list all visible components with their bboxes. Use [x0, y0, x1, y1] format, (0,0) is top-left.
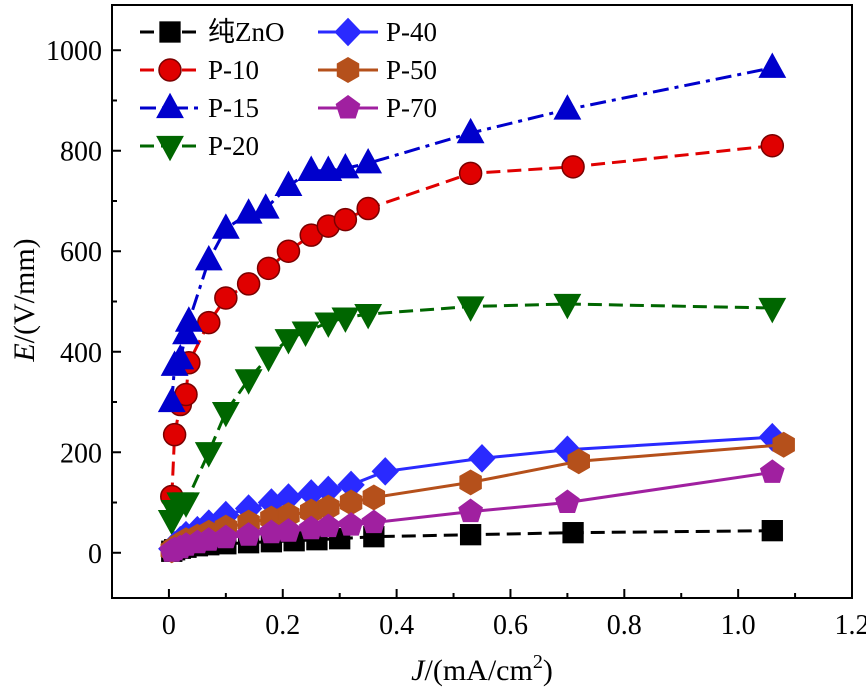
x-tick-label: 0.4: [379, 610, 414, 641]
data-point-p-20: [758, 297, 787, 324]
data-point-p-20: [194, 442, 223, 468]
data-point-p-70: [276, 518, 301, 542]
series-p-15: [157, 52, 787, 413]
data-point-p-20: [553, 293, 582, 320]
series-layer: [157, 52, 795, 564]
data-point-p-15: [194, 244, 223, 271]
data-point-p-15: [274, 170, 303, 197]
legend-marker: [159, 21, 181, 43]
data-point-p-15: [174, 306, 203, 332]
data-point-p-10: [214, 286, 238, 310]
x-tick-label: 1.2: [835, 610, 866, 641]
data-point-p-20: [354, 303, 383, 330]
data-point-p-70: [458, 498, 484, 523]
legend-marker: [156, 92, 184, 119]
y-tick-label: 0: [88, 539, 102, 570]
legend-marker: [156, 135, 184, 162]
data-point-p-15: [553, 94, 582, 120]
data-point-p-20: [172, 492, 200, 518]
data-point-p-15: [456, 117, 485, 144]
data-point-p-15: [354, 147, 383, 174]
data-point-pure-zno: [562, 522, 584, 544]
data-point-p-20: [211, 401, 240, 428]
x-tick-label: 0: [162, 610, 176, 641]
y-tick-label: 600: [60, 237, 102, 268]
y-axis-title: E/(V/mm): [8, 238, 41, 362]
legend-entry-p-70: P-70: [318, 93, 437, 123]
data-point-p-70: [213, 524, 239, 549]
data-point-p-50: [459, 469, 482, 496]
data-point-p-20: [456, 296, 485, 322]
data-point-p-10: [256, 256, 281, 281]
legend-marker: [335, 94, 361, 119]
data-point-p-10: [162, 422, 187, 447]
y-tick-label: 1000: [46, 36, 102, 67]
y-tick-label: 400: [60, 338, 102, 369]
data-point-p-20: [314, 312, 343, 338]
data-point-p-70: [315, 513, 341, 538]
data-point-pure-zno: [459, 524, 482, 546]
data-point-p-15: [211, 213, 240, 239]
data-point-p-70: [338, 512, 364, 536]
x-tick-label: 1.0: [721, 610, 756, 641]
legend-label: P-10: [208, 55, 259, 85]
data-point-p-70: [554, 489, 580, 514]
data-point-p-40: [468, 444, 496, 473]
series-p-20: [157, 293, 787, 536]
legend-marker: [334, 17, 362, 47]
x-tick-label: 0.8: [607, 610, 642, 641]
data-point-p-15: [758, 52, 787, 78]
data-point-p-40: [371, 457, 399, 486]
y-tick-label: 200: [60, 438, 102, 469]
x-tick-label: 0.6: [493, 610, 528, 641]
legend-label: P-50: [386, 55, 437, 85]
data-point-p-10: [760, 133, 785, 158]
legend-label: 纯ZnO: [208, 17, 285, 47]
data-point-p-15: [157, 386, 186, 413]
data-point-p-10: [561, 155, 585, 179]
data-point-p-10: [236, 272, 261, 296]
legend-label: P-20: [208, 131, 259, 161]
legend-entry-p-15: P-15: [140, 92, 259, 123]
data-point-p-20: [274, 329, 303, 355]
legend-marker: [336, 57, 360, 83]
data-point-p-50: [772, 431, 795, 458]
data-point-p-10: [458, 161, 483, 186]
data-point-p-50: [339, 489, 363, 516]
data-point-p-20: [254, 346, 283, 373]
series-p-70: [159, 459, 785, 562]
x-axis-title: J/(mA/cm2): [411, 651, 553, 687]
legend-entry-pure-zno: 纯ZnO: [140, 17, 285, 47]
legend-entry-p-10: P-10: [140, 55, 259, 85]
data-point-p-20: [234, 369, 263, 395]
data-point-pure-zno: [761, 520, 783, 542]
data-point-p-15: [331, 153, 360, 179]
ticks-layer: 0 0.2 0.4 0.6 0.8 1.0 1.2 0 200 400 600 800 1000: [46, 36, 866, 641]
data-point-p-20: [291, 321, 320, 347]
data-point-p-15: [172, 318, 200, 345]
legend-entry-p-20: P-20: [140, 131, 259, 162]
legend-marker: [158, 58, 182, 82]
data-point-p-50: [362, 484, 386, 511]
legend-label: P-40: [386, 17, 437, 47]
data-point-p-15: [251, 193, 280, 219]
x-tick-label: 0.2: [265, 610, 300, 641]
data-point-p-50: [567, 448, 590, 475]
data-point-p-10: [276, 239, 301, 263]
data-point-p-15: [297, 155, 326, 181]
legend-entry-p-50: P-50: [318, 55, 437, 85]
y-tick-label: 800: [60, 137, 102, 168]
data-point-p-70: [236, 522, 262, 546]
legend-label: P-15: [208, 93, 259, 123]
legend-label: P-70: [386, 93, 437, 123]
data-point-p-15: [166, 343, 195, 370]
legend-entry-p-40: P-40: [318, 17, 437, 47]
legend-layer: 纯ZnO P-10 P-15 P-20 P-40 P-50 P-70: [140, 17, 437, 162]
data-point-p-20: [331, 307, 360, 333]
data-point-p-70: [759, 459, 785, 483]
data-point-p-10: [356, 196, 380, 221]
data-point-p-10: [333, 207, 358, 232]
data-point-p-70: [361, 509, 387, 534]
